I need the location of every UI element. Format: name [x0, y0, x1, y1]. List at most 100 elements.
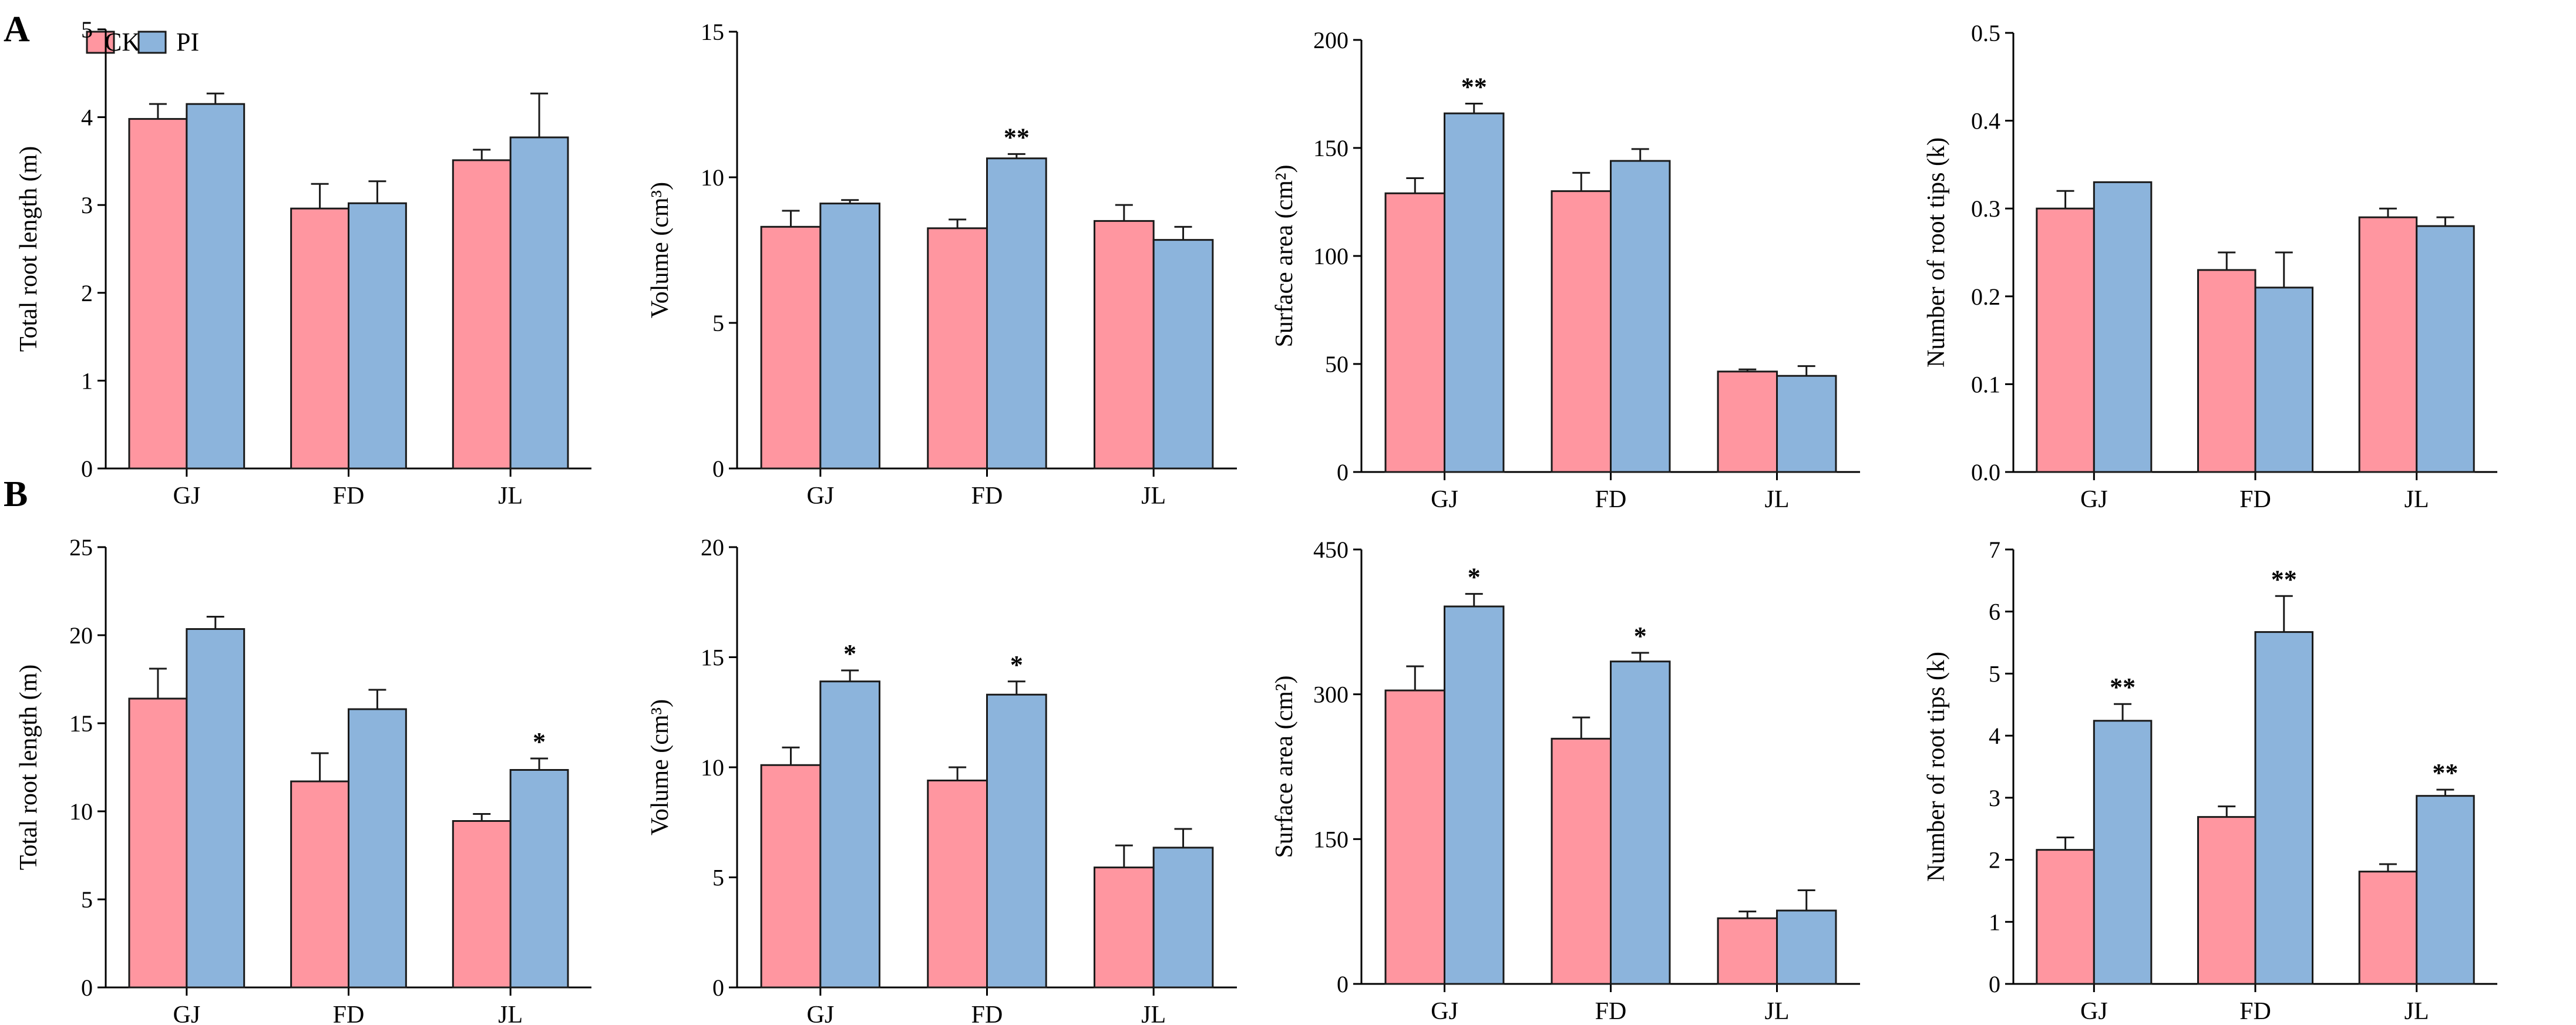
y-tick-label: 0: [1337, 459, 1348, 485]
y-tick-label: 1: [81, 367, 93, 394]
bar-ck-jl: [452, 820, 512, 989]
x-tick-label: JL: [1765, 998, 1790, 1025]
y-axis-title: Total root length (m): [15, 146, 42, 352]
bar-pi-gj: [1444, 605, 1505, 985]
legend-label-pi: PI: [176, 28, 199, 56]
bar-ck-gj: [760, 764, 822, 989]
y-tick-label: 5: [1989, 660, 2000, 687]
bar-pi-gj: [186, 103, 246, 470]
bar-ck-jl: [1717, 370, 1778, 473]
x-tick-label: JL: [498, 1002, 523, 1025]
bar-pi-fd: [1610, 660, 1671, 985]
bar-pi-jl: [1776, 375, 1837, 473]
x-tick-label: GJ: [806, 483, 834, 510]
x-tick-label: JL: [1141, 483, 1166, 510]
bar-ck-fd: [1551, 737, 1612, 985]
y-tick-label: 0.0: [1971, 459, 2000, 485]
x-tick-label: JL: [1141, 1002, 1166, 1025]
x-tick-label: GJ: [1431, 998, 1458, 1025]
bar-ck-fd: [2197, 816, 2256, 985]
y-tick-label: 0: [712, 456, 724, 482]
bar-pi-fd: [348, 202, 407, 470]
x-tick-label: GJ: [2080, 486, 2108, 513]
significance-label: **: [1004, 123, 1030, 151]
x-tick-label: JL: [2405, 486, 2429, 513]
y-tick-label: 0: [81, 975, 93, 1001]
y-tick-label: 5: [81, 886, 93, 913]
y-tick-label: 1: [1989, 909, 2000, 935]
significance-label: *: [1468, 563, 1481, 592]
bar-ck-jl: [1093, 220, 1155, 470]
bar-ck-fd: [290, 207, 349, 470]
bar-ck-jl: [452, 159, 512, 470]
y-tick-label: 15: [701, 645, 724, 671]
significance-label: **: [2432, 758, 2458, 787]
y-tick-label: 0.3: [1971, 195, 2000, 222]
legend: CK PI: [86, 28, 199, 56]
x-tick-label: FD: [333, 483, 365, 510]
y-axis-title: Number of root tips (k): [1923, 137, 1950, 367]
x-tick-label: FD: [971, 1002, 1003, 1025]
y-tick-label: 0.1: [1971, 371, 2000, 397]
x-tick-label: GJ: [173, 483, 200, 510]
bar-ck-fd: [1551, 190, 1612, 473]
chart-a-3: 0 50 100 150 200 Surface area (cm²) GJ ** FD JL: [1271, 27, 1860, 513]
y-tick-label: 10: [701, 754, 724, 781]
y-tick-label: 0: [1989, 971, 2000, 997]
y-tick-label: 6: [1989, 599, 2000, 625]
bar-ck-jl: [2358, 216, 2418, 473]
y-tick-label: 0: [81, 456, 93, 482]
x-tick-label: GJ: [173, 1002, 200, 1025]
significance-label: *: [533, 727, 546, 756]
bar-ck-fd: [927, 780, 988, 989]
y-tick-label: 20: [701, 534, 724, 561]
bar-pi-gj: [2093, 720, 2153, 985]
chart-b-2: 0 5 10 15 20 Volume (cm³) GJ * FD * JL: [647, 534, 1237, 1025]
bar-ck-gj: [128, 697, 188, 989]
x-tick-label: GJ: [806, 1002, 834, 1025]
bar-ck-fd: [927, 227, 988, 470]
bar-ck-gj: [2036, 849, 2095, 985]
y-tick-label: 5: [712, 865, 724, 891]
y-tick-label: 200: [1313, 27, 1348, 53]
bar-ck-jl: [1093, 866, 1155, 989]
bar-pi-gj: [2093, 181, 2153, 473]
legend-swatch-ck: [86, 31, 115, 54]
y-tick-label: 0.2: [1971, 284, 2000, 310]
panel-label-b: B: [4, 474, 28, 514]
bar-pi-gj: [819, 203, 881, 470]
bar-pi-fd: [986, 693, 1047, 989]
bar-pi-fd: [1610, 160, 1671, 473]
chart-b-1: 0 5 10 15 20 25 Total root length (m) GJ FD JL *: [15, 534, 591, 1025]
chart-a-1: 0 1 2 3 4 5 Total root length (m) GJ FD JL: [15, 16, 591, 510]
x-tick-label: GJ: [2080, 998, 2108, 1025]
significance-label: **: [2271, 565, 2297, 594]
x-tick-label: JL: [1765, 486, 1790, 513]
bar-pi-gj: [1444, 112, 1505, 473]
significance-label: *: [843, 639, 856, 668]
y-tick-label: 15: [69, 710, 93, 737]
bar-pi-gj: [819, 680, 881, 989]
bar-ck-fd: [2197, 269, 2256, 473]
y-axis-title: Volume (cm³): [647, 699, 674, 835]
legend-swatch-pi: [137, 31, 167, 54]
bar-pi-jl: [1152, 847, 1214, 989]
bar-pi-jl: [509, 769, 569, 989]
y-tick-label: 5: [712, 310, 724, 336]
y-axis-title: Surface area (cm²): [1271, 164, 1298, 347]
x-tick-label: JL: [498, 483, 523, 510]
y-tick-label: 2: [81, 280, 93, 306]
bar-ck-fd: [290, 780, 349, 989]
y-tick-label: 0.4: [1971, 108, 2000, 134]
bar-ck-jl: [2358, 871, 2418, 985]
y-tick-label: 2: [1989, 847, 2000, 874]
bar-pi-fd: [348, 708, 407, 989]
y-tick-label: 10: [701, 164, 724, 191]
y-axis-title: Volume (cm³): [647, 182, 674, 318]
bar-pi-jl: [2416, 225, 2475, 473]
x-tick-label: JL: [2405, 998, 2429, 1025]
bar-pi-jl: [2416, 795, 2475, 985]
x-tick-label: GJ: [1431, 486, 1458, 513]
y-tick-label: 3: [1989, 785, 2000, 811]
